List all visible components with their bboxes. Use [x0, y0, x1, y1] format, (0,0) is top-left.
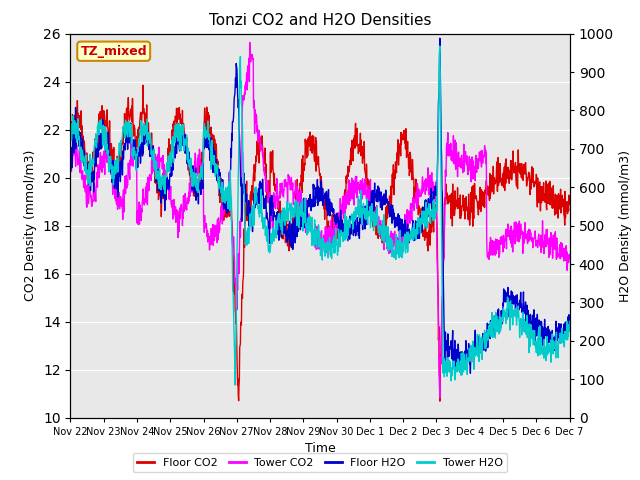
Legend: Floor CO2, Tower CO2, Floor H2O, Tower H2O: Floor CO2, Tower CO2, Floor H2O, Tower H…: [133, 453, 507, 472]
Tower H2O: [566, 319, 573, 324]
Floor H2O: [234, 80, 241, 85]
X-axis label: Time: Time: [305, 442, 335, 455]
Floor CO2: [463, 204, 471, 210]
Tower H2O: [165, 161, 173, 167]
Floor H2O: [463, 347, 471, 353]
Floor H2O: [177, 133, 185, 139]
Text: TZ_mixed: TZ_mixed: [81, 45, 147, 58]
Floor H2O: [457, 372, 465, 378]
Tower H2O: [436, 43, 444, 49]
Floor CO2: [566, 200, 573, 205]
Tower H2O: [67, 135, 74, 141]
Floor CO2: [397, 142, 405, 147]
Tower H2O: [507, 312, 515, 318]
Floor H2O: [436, 36, 444, 41]
Tower H2O: [231, 382, 239, 388]
Tower H2O: [177, 123, 185, 129]
Floor CO2: [67, 134, 74, 140]
Floor H2O: [397, 234, 405, 240]
Line: Tower CO2: Tower CO2: [70, 42, 570, 398]
Line: Floor CO2: Floor CO2: [70, 85, 570, 401]
Floor CO2: [234, 382, 241, 388]
Tower CO2: [397, 232, 405, 238]
Floor H2O: [507, 296, 515, 302]
Tower H2O: [234, 224, 241, 230]
Floor CO2: [139, 83, 147, 88]
Floor H2O: [67, 169, 74, 175]
Tower CO2: [234, 280, 241, 286]
Floor CO2: [178, 117, 186, 123]
Floor H2O: [165, 187, 173, 192]
Y-axis label: CO2 Density (mmol/m3): CO2 Density (mmol/m3): [24, 150, 37, 301]
Tower H2O: [463, 363, 471, 369]
Tower CO2: [177, 202, 185, 207]
Floor CO2: [436, 398, 444, 404]
Line: Tower H2O: Tower H2O: [70, 46, 570, 385]
Tower CO2: [507, 240, 515, 246]
Tower CO2: [436, 395, 444, 401]
Floor CO2: [507, 159, 515, 165]
Tower CO2: [246, 39, 253, 45]
Floor H2O: [566, 321, 573, 327]
Tower H2O: [397, 248, 405, 253]
Tower CO2: [566, 255, 573, 261]
Floor CO2: [166, 151, 173, 156]
Tower CO2: [165, 183, 173, 189]
Title: Tonzi CO2 and H2O Densities: Tonzi CO2 and H2O Densities: [209, 13, 431, 28]
Y-axis label: H2O Density (mmol/m3): H2O Density (mmol/m3): [620, 150, 632, 301]
Line: Floor H2O: Floor H2O: [70, 38, 570, 375]
Tower CO2: [67, 158, 74, 164]
Tower CO2: [463, 153, 471, 159]
